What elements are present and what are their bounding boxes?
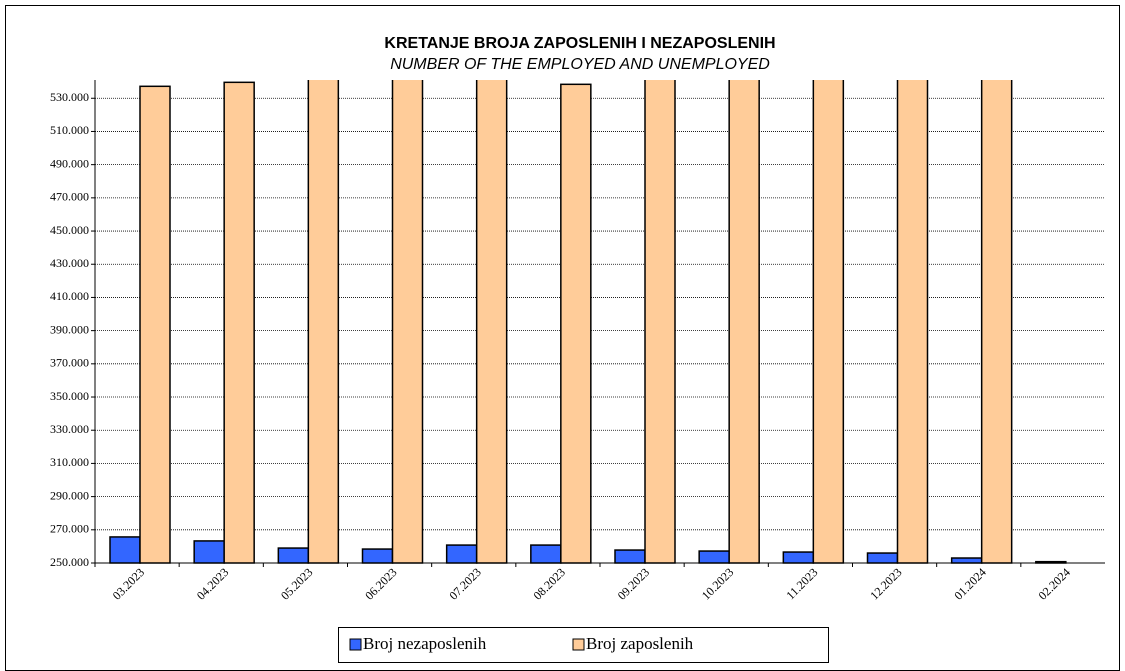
y-tick-label: 290.000 bbox=[50, 488, 89, 502]
chart-title: KRETANJE BROJA ZAPOSLENIH I NEZAPOSLENIH bbox=[384, 35, 775, 52]
bar bbox=[614, 549, 646, 564]
y-tick-label: 530.000 bbox=[50, 90, 89, 104]
y-tick-label: 490.000 bbox=[50, 156, 89, 170]
y-tick-label: 510.000 bbox=[50, 123, 89, 137]
y-tick-label: 270.000 bbox=[50, 522, 89, 536]
y-tick-label: 470.000 bbox=[50, 190, 89, 204]
bar bbox=[782, 551, 815, 564]
y-tick-label: 310.000 bbox=[50, 455, 89, 469]
bar bbox=[530, 544, 562, 564]
y-tick-label: 370.000 bbox=[50, 356, 89, 370]
bar bbox=[728, 80, 760, 564]
bar bbox=[812, 80, 845, 564]
bar bbox=[866, 552, 899, 564]
bar bbox=[391, 80, 424, 564]
bar bbox=[644, 80, 676, 564]
bar bbox=[109, 536, 141, 564]
bar bbox=[698, 550, 730, 564]
y-tick-label: 350.000 bbox=[50, 389, 89, 403]
bar bbox=[277, 547, 310, 564]
bar bbox=[980, 80, 1013, 564]
bar bbox=[223, 81, 255, 564]
y-tick-label: 450.000 bbox=[50, 223, 89, 237]
y-tick-label: 250.000 bbox=[50, 555, 89, 569]
y-tick-label: 390.000 bbox=[50, 322, 89, 336]
legend-swatch bbox=[572, 638, 585, 651]
bar bbox=[193, 540, 225, 564]
bar bbox=[307, 80, 340, 564]
bar bbox=[896, 80, 929, 564]
legend-swatch bbox=[349, 638, 362, 651]
bar bbox=[475, 80, 508, 564]
y-tick-label: 430.000 bbox=[50, 256, 89, 270]
y-tick-label: 330.000 bbox=[50, 422, 89, 436]
bar bbox=[950, 557, 983, 564]
plot-area bbox=[109, 80, 1067, 564]
bar bbox=[139, 85, 171, 564]
legend-label: Broj nezaposlenih bbox=[363, 634, 487, 653]
bar bbox=[560, 83, 592, 564]
bar bbox=[361, 548, 394, 564]
y-tick-label: 410.000 bbox=[50, 289, 89, 303]
legend-label: Broj zaposlenih bbox=[586, 634, 694, 653]
chart-subtitle: NUMBER OF THE EMPLOYED AND UNEMPLOYED bbox=[390, 56, 770, 73]
bar bbox=[445, 544, 478, 564]
